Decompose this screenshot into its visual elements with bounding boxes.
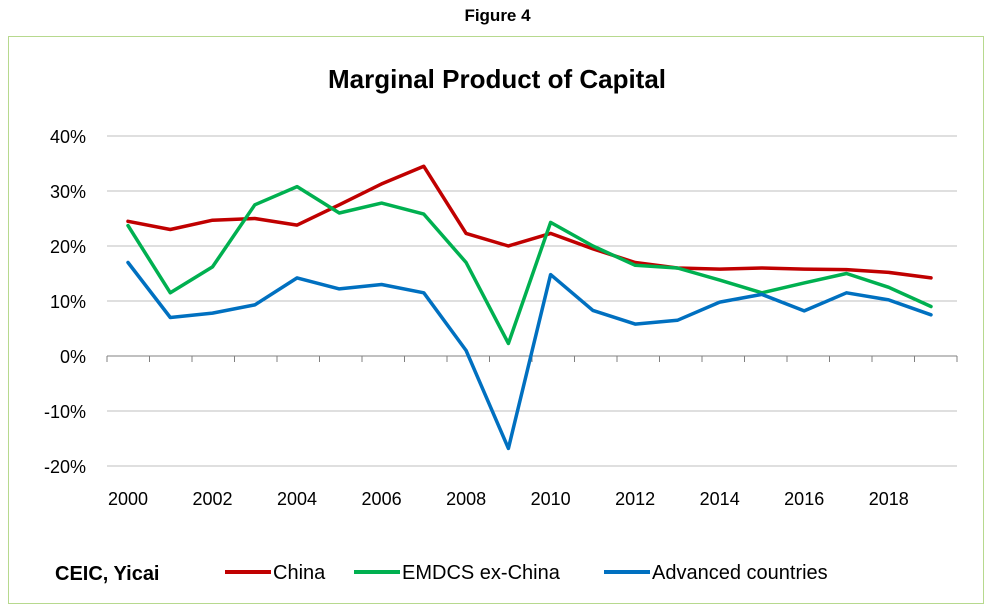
y-tick-label: 10% <box>50 292 86 312</box>
series-line-advanced-countries <box>128 263 931 449</box>
x-tick-label: 2002 <box>193 489 233 509</box>
x-tick-label: 2016 <box>784 489 824 509</box>
legend-label: EMDCS ex-China <box>402 562 561 584</box>
y-tick-label: 20% <box>50 237 86 257</box>
legend-label: Advanced countries <box>652 562 828 584</box>
y-tick-label: 40% <box>50 127 86 147</box>
chart-title: Marginal Product of Capital <box>328 64 666 94</box>
x-tick-label: 2004 <box>277 489 317 509</box>
line-chart: Marginal Product of Capital 40% 30% 20% 10%… <box>0 0 995 614</box>
x-tick-label: 2008 <box>446 489 486 509</box>
x-tick-label: 2010 <box>531 489 571 509</box>
series-line-china <box>128 166 931 278</box>
source-label: CEIC, Yicai <box>55 563 160 585</box>
legend-label: China <box>273 562 326 584</box>
y-tick-label: -20% <box>44 457 86 477</box>
series-line-emdcs-ex-china <box>128 187 931 344</box>
y-tick-label: -10% <box>44 402 86 422</box>
y-tick-label: 0% <box>60 347 86 367</box>
x-tick-label: 2018 <box>869 489 909 509</box>
x-tick-label: 2012 <box>615 489 655 509</box>
x-tick-label: 2000 <box>108 489 148 509</box>
x-tick-label: 2014 <box>700 489 740 509</box>
y-tick-label: 30% <box>50 182 86 202</box>
x-tick-label: 2006 <box>362 489 402 509</box>
